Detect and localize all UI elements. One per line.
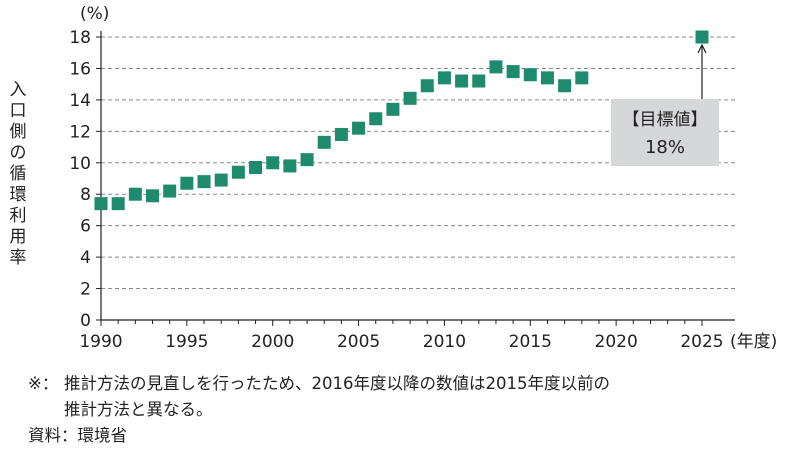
target-label: 【目標値】 xyxy=(623,110,708,130)
x-tick-label: 1990 xyxy=(79,332,122,350)
y-axis-label-char: 用 xyxy=(10,227,27,247)
y-axis-label-char: 入 xyxy=(10,80,27,100)
data-point xyxy=(317,135,331,149)
data-point xyxy=(437,71,451,85)
y-tick-label: 14 xyxy=(69,91,91,111)
target-annotation: 【目標値】 18% xyxy=(611,99,719,166)
data-point xyxy=(180,176,194,190)
y-tick-label: 2 xyxy=(80,280,91,300)
target-box-background xyxy=(611,99,719,166)
footnote: ※： 推計方法の見直しを行ったため、2016年度以降の数値は2015年度以前の xyxy=(28,371,610,397)
y-axis-label-char: 側 xyxy=(10,122,27,142)
target-point xyxy=(695,30,709,44)
y-tick-label: 0 xyxy=(80,311,91,331)
data-point xyxy=(489,60,503,74)
footnote-continued: 推計方法と異なる。 xyxy=(28,397,213,423)
data-point xyxy=(352,121,366,135)
data-markers xyxy=(94,30,709,211)
x-tick-label: 2025 xyxy=(680,332,723,350)
x-axis-unit: (年度) xyxy=(730,332,777,350)
y-tick-label: 4 xyxy=(80,248,91,268)
data-point xyxy=(575,71,589,85)
x-tick-label: 2005 xyxy=(337,332,380,350)
data-point xyxy=(111,197,125,211)
y-axis-label-char: 率 xyxy=(10,248,27,268)
y-tick-label: 6 xyxy=(80,217,91,237)
data-point xyxy=(455,74,469,88)
data-point xyxy=(334,127,348,141)
y-axis-ticks: 0 2 4 6 8 10 12 14 16 18 xyxy=(69,28,101,331)
y-tick-label: 16 xyxy=(69,59,91,79)
y-axis-label-char: 循 xyxy=(10,164,27,184)
grid-lines xyxy=(101,36,735,290)
x-axis-ticks: 1990 1995 2000 2005 2010 2015 2020 2025 xyxy=(79,320,724,350)
data-point xyxy=(128,187,142,201)
data-point xyxy=(386,102,400,116)
data-point xyxy=(300,153,314,167)
y-tick-label: 10 xyxy=(69,154,91,174)
data-point xyxy=(231,165,245,179)
data-point xyxy=(249,160,263,174)
data-point xyxy=(94,197,108,211)
y-axis-label-char: の xyxy=(10,143,27,163)
target-arrow xyxy=(697,43,707,99)
y-axis-unit: (%) xyxy=(80,4,109,24)
axes xyxy=(100,31,735,321)
data-point xyxy=(558,79,572,93)
x-tick-label: 2010 xyxy=(423,332,466,350)
y-tick-label: 18 xyxy=(69,28,91,48)
data-point xyxy=(163,184,177,198)
footnote-line-2: 推計方法と異なる。 xyxy=(64,400,213,419)
data-point xyxy=(506,65,520,79)
x-tick-label: 1995 xyxy=(165,332,208,350)
x-tick-label: 2000 xyxy=(251,332,294,350)
data-point xyxy=(472,74,486,88)
y-tick-label: 8 xyxy=(80,185,91,205)
data-point xyxy=(197,175,211,189)
data-point xyxy=(540,71,554,85)
y-tick-label: 12 xyxy=(69,122,91,142)
data-point xyxy=(146,189,160,203)
source-note: 資料：環境省 xyxy=(28,426,127,445)
data-point xyxy=(420,79,434,93)
x-tick-label: 2020 xyxy=(595,332,638,350)
arrow-head xyxy=(697,43,707,54)
y-axis-label-char: 口 xyxy=(10,101,27,121)
footnote-mark: ※： xyxy=(28,374,59,393)
footnote-line-1: 推計方法の見直しを行ったため、2016年度以降の数値は2015年度以前の xyxy=(64,374,610,393)
target-value-label: 18% xyxy=(645,137,685,158)
data-point xyxy=(266,156,280,170)
y-axis-label-char: 利 xyxy=(10,206,27,226)
data-point xyxy=(403,91,417,105)
data-point xyxy=(369,112,383,126)
x-tick-label: 2015 xyxy=(509,332,552,350)
data-point xyxy=(214,173,228,187)
data-point xyxy=(283,159,297,173)
data-point xyxy=(523,68,537,82)
recycling-rate-chart: 0 2 4 6 8 10 12 14 16 18 1990 1995 2000 2005 2010 2015… xyxy=(10,4,778,350)
y-axis-label-char: 環 xyxy=(10,185,27,205)
